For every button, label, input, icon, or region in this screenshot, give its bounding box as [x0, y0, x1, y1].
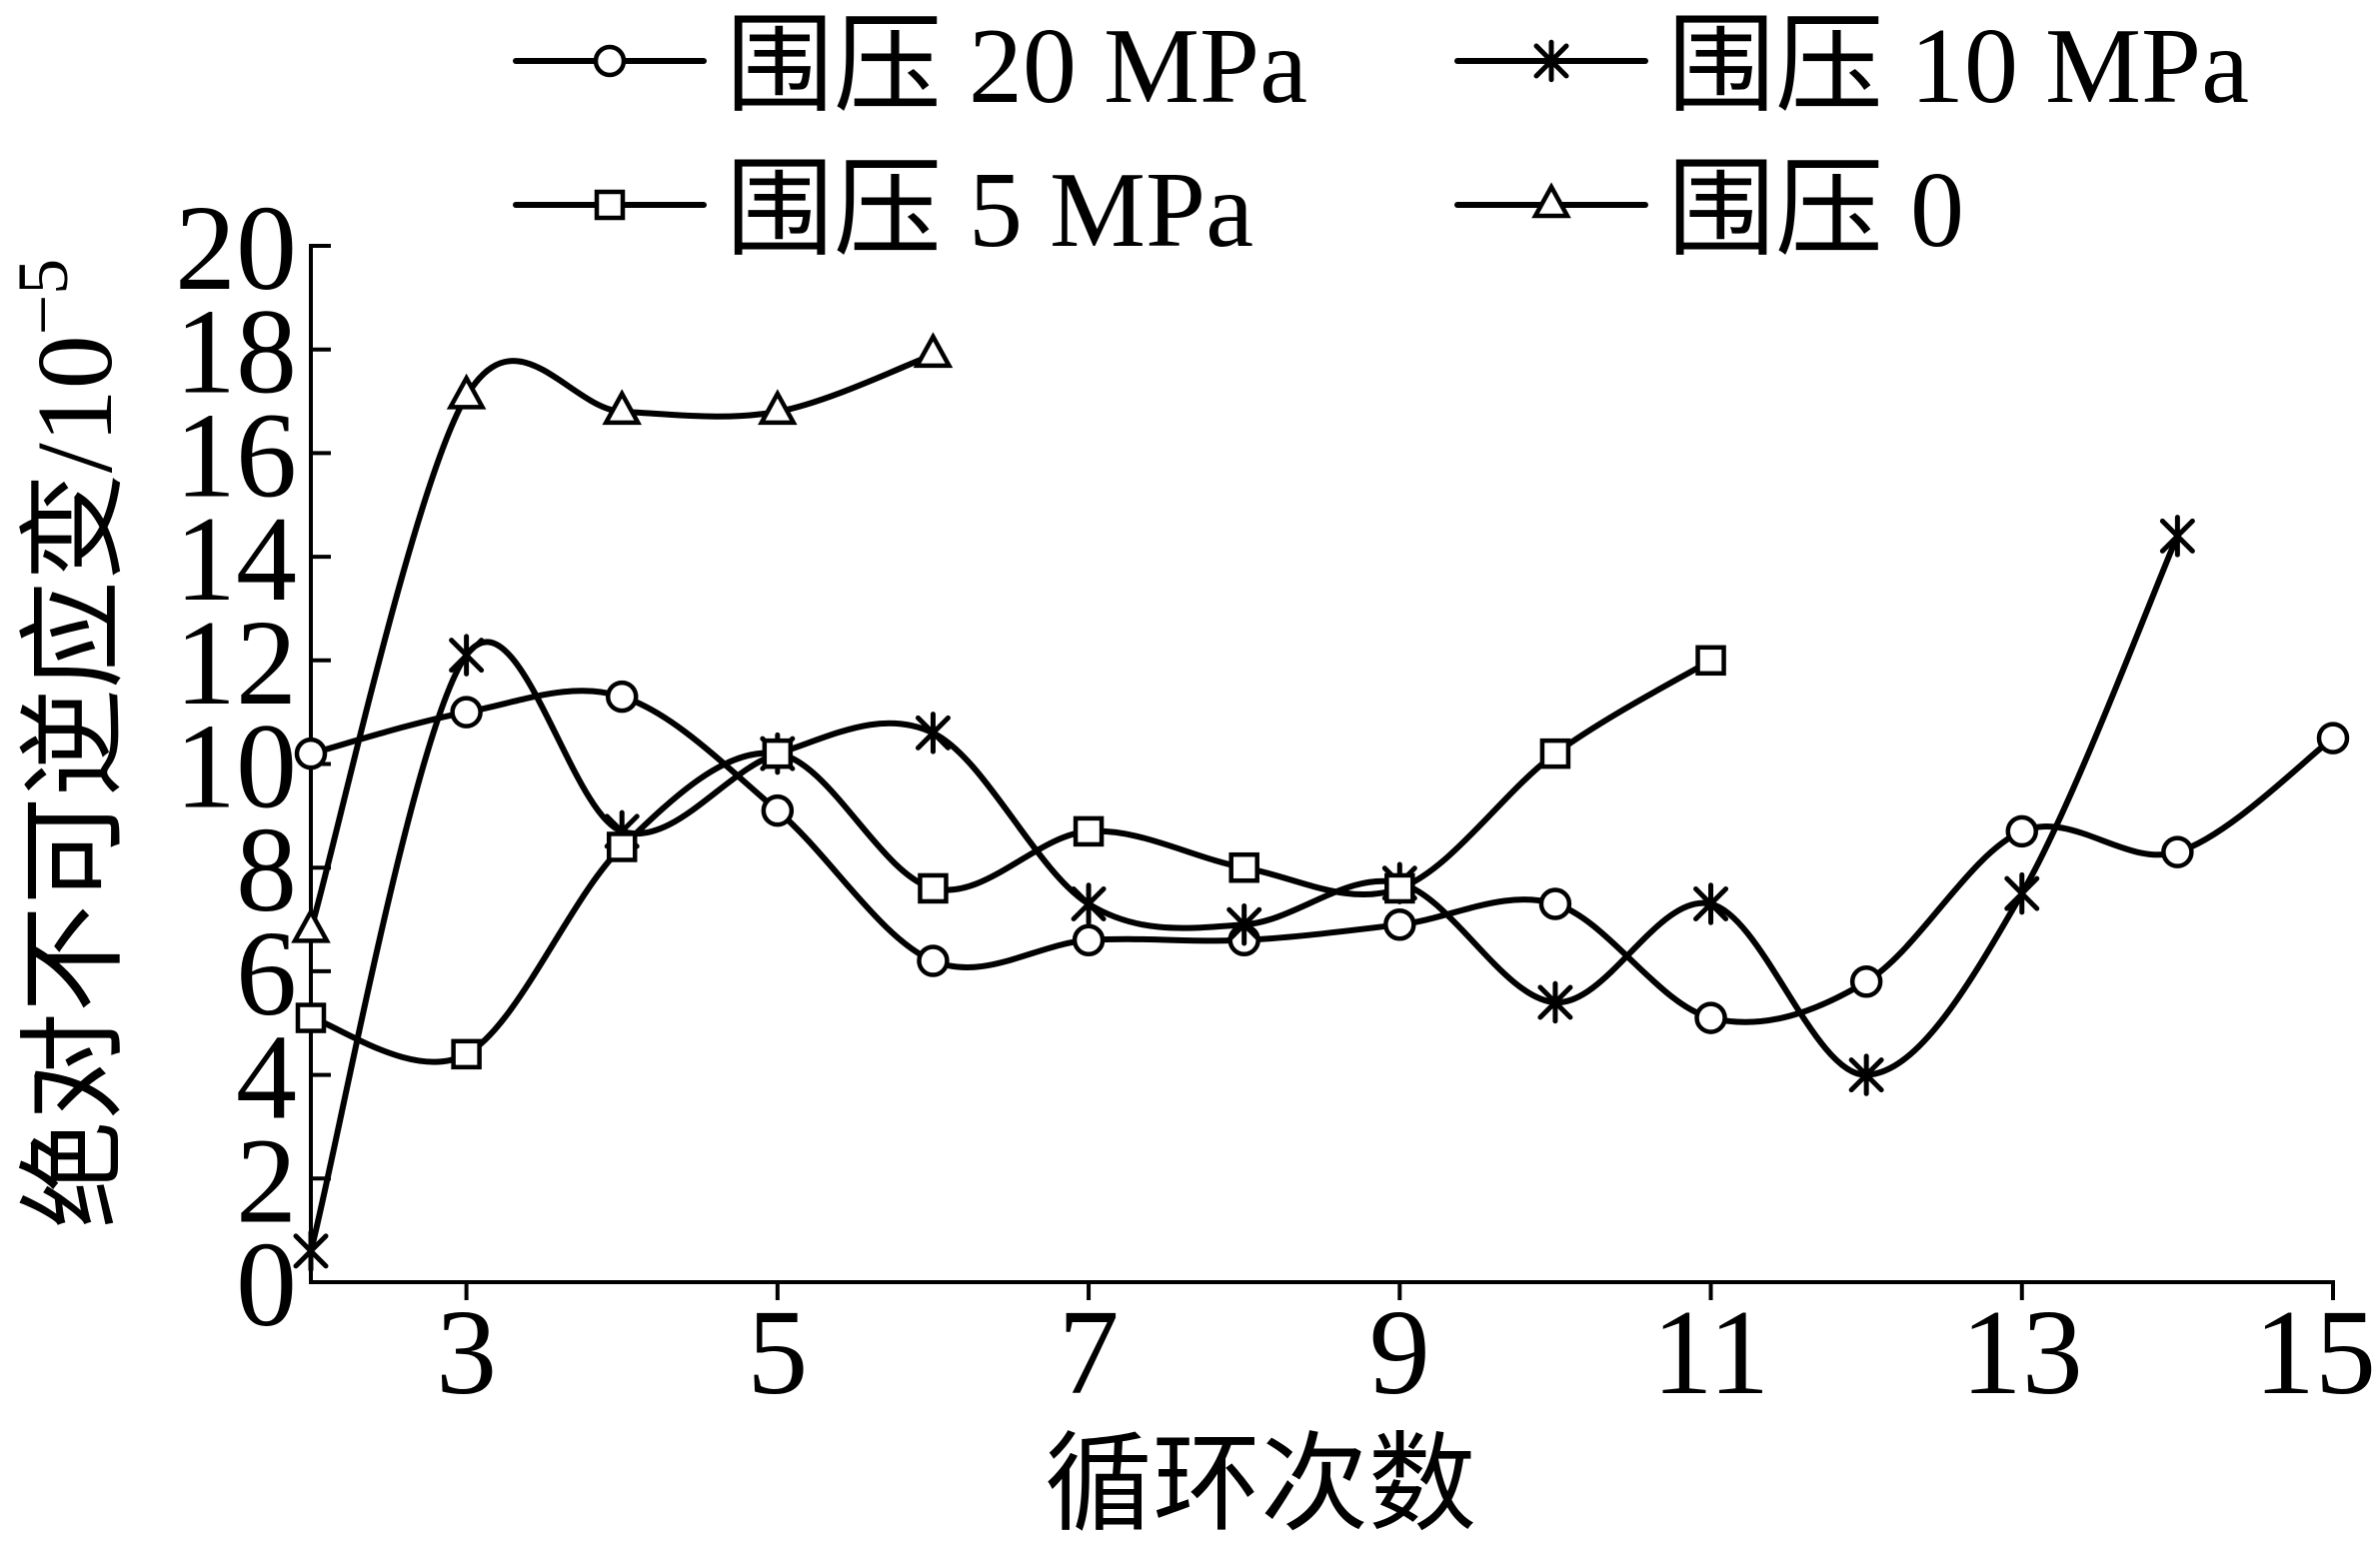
legend-label: 围压 0 [1667, 151, 1964, 270]
series-1-point-6 [1072, 923, 1106, 957]
legend: 围压 20 MPa 围压 10 MPa 围压 5 MPa 围压 0 [513, 7, 2249, 270]
y-tick-label: 0 [236, 1217, 297, 1352]
y-tick-label: 14 [175, 492, 297, 627]
x-tick-label: 3 [436, 1285, 497, 1420]
legend-item-4: 围压 0 [1454, 151, 1964, 270]
series-2-point-13 [2159, 515, 2195, 558]
series-4-point-1 [291, 906, 331, 943]
series-1-point-11 [1849, 965, 1883, 998]
series-1-point-2 [450, 696, 483, 729]
legend-label: 围压 20 MPa [726, 7, 1307, 126]
series-3-point-10 [1695, 645, 1726, 677]
series-2-point-1 [293, 1229, 329, 1273]
series-1-point-10 [1694, 1001, 1727, 1034]
series-2-point-6 [1071, 882, 1107, 925]
series-2-point-2 [449, 634, 485, 677]
y-axis-title-main: 绝对不可逆应变/10 [16, 335, 135, 1228]
series-3-point-7 [1228, 851, 1259, 883]
series-3-point-6 [1073, 815, 1105, 847]
y-tick-label: 12 [175, 596, 297, 731]
series-1-point-13 [2161, 835, 2194, 868]
series-1-point-9 [1538, 887, 1572, 920]
y-tick-label: 4 [236, 1010, 297, 1145]
x-tick-label: 9 [1369, 1285, 1430, 1420]
legend-square-marker [594, 189, 626, 221]
y-tick-label: 8 [236, 802, 297, 937]
series-3-point-8 [1384, 872, 1415, 904]
series-3-point-9 [1539, 738, 1571, 770]
series-1-point-14 [2316, 722, 2350, 755]
y-tick-label: 10 [175, 700, 297, 834]
series-3-point-4 [762, 738, 794, 770]
series-3-point-2 [451, 1038, 482, 1070]
legend-label: 围压 5 MPa [726, 151, 1253, 270]
series-4-point-2 [446, 373, 487, 410]
y-tick-label: 18 [175, 285, 297, 420]
x-tick-label: 11 [1652, 1285, 1769, 1420]
series-1-points [294, 680, 2350, 1034]
legend-triangle-marker [1531, 182, 1571, 219]
series-2-point-11 [1848, 1053, 1884, 1096]
y-axis-title: 绝对不可逆应变/10−5 [3, 259, 135, 1229]
x-tick-label: 7 [1059, 1285, 1120, 1420]
x-tick-label: 15 [2254, 1285, 2376, 1420]
series-1-point-4 [761, 793, 795, 827]
series-3-line [308, 657, 1714, 1065]
y-axis-title-exponent: −5 [3, 259, 83, 336]
legend-item-1: 围压 20 MPa [513, 7, 1307, 126]
series-2-point-12 [2004, 871, 2040, 915]
legend-asterisk-marker [1533, 39, 1569, 83]
y-tick-label: 6 [236, 906, 297, 1041]
legend-item-3: 围压 5 MPa [513, 151, 1253, 270]
series-2-point-10 [1693, 882, 1729, 925]
series-1-point-1 [294, 737, 328, 771]
series-2-point-9 [1537, 980, 1573, 1024]
y-tick-label: 20 [175, 181, 297, 316]
series-1-point-12 [2005, 814, 2039, 848]
series-2-point-5 [915, 712, 951, 755]
series-2-points [293, 515, 2195, 1273]
series-lines [308, 351, 2336, 1254]
series-4-point-3 [602, 389, 643, 426]
series-4-points [291, 332, 954, 943]
series-3-point-1 [295, 1002, 327, 1033]
y-tick-label: 16 [175, 388, 297, 523]
x-ticks: 3 5 7 9 11 13 15 [436, 1282, 2376, 1420]
legend-circle-marker [593, 44, 627, 78]
series-markers [291, 332, 2350, 1273]
series-1-point-3 [605, 680, 639, 714]
x-tick-label: 13 [1961, 1285, 2083, 1420]
y-tick-label: 2 [236, 1113, 297, 1248]
series-1-point-5 [917, 944, 950, 977]
legend-item-2: 围压 10 MPa [1454, 7, 2249, 126]
series-3-points [295, 645, 1726, 1070]
series-4-point-5 [913, 332, 954, 369]
series-3-point-3 [606, 831, 638, 862]
series-4-point-4 [758, 389, 798, 426]
series-3-point-5 [918, 872, 949, 904]
x-axis-title: 循环次数 [1045, 1426, 1476, 1545]
series-2-point-7 [1226, 902, 1262, 946]
series-2-line [308, 533, 2181, 1254]
series-1-point-8 [1383, 907, 1416, 941]
x-tick-label: 5 [747, 1285, 808, 1420]
series-4-line [308, 351, 937, 933]
legend-label: 围压 10 MPa [1667, 7, 2249, 126]
